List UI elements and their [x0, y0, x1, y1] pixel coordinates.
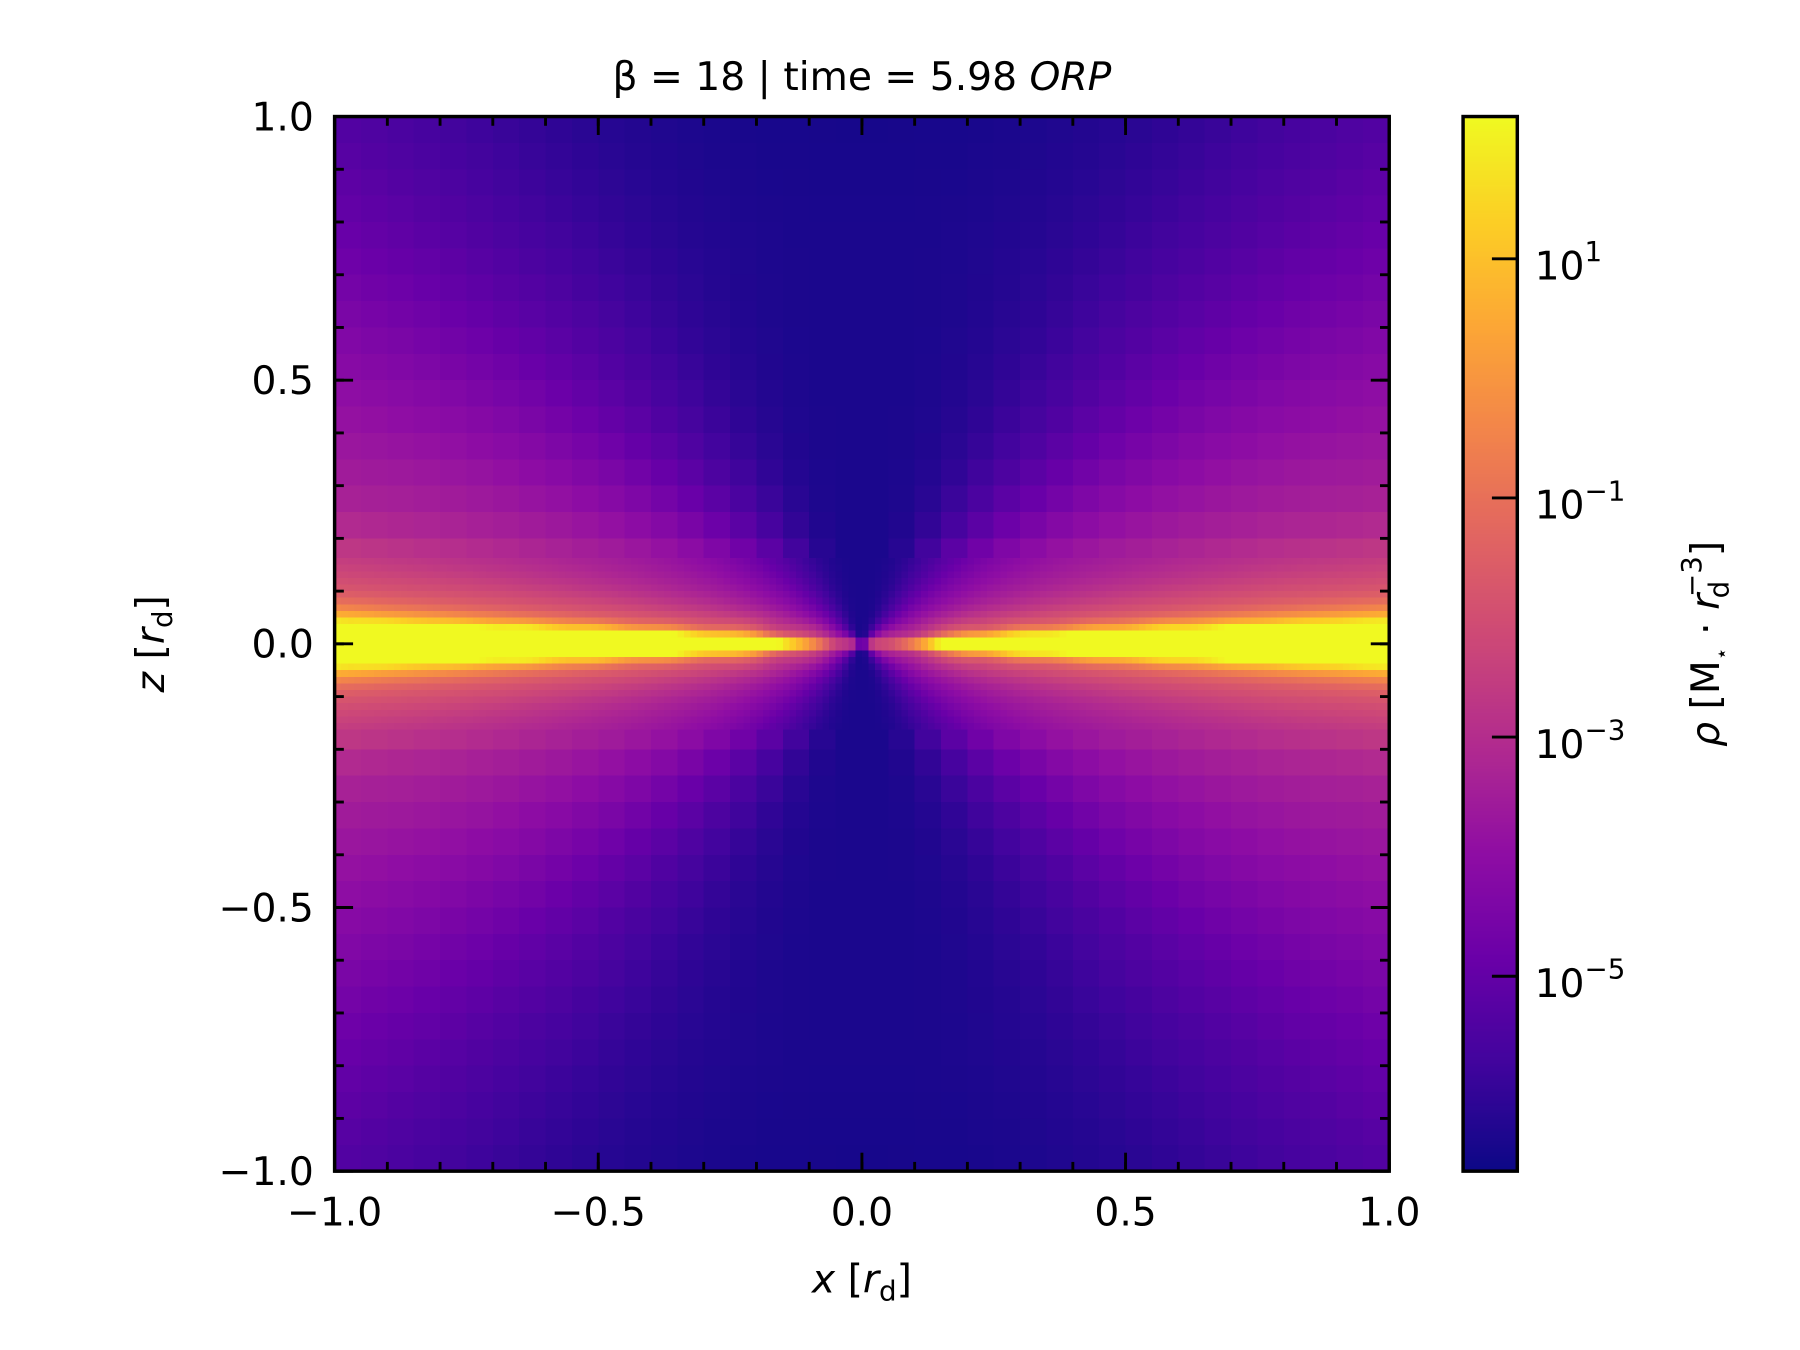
- density-heatmap: [334, 116, 1390, 1172]
- x-tick-label: 0.0: [831, 1190, 893, 1235]
- y-tick-label: 0.0: [251, 623, 313, 668]
- colorbar-gradient: [1463, 116, 1518, 1172]
- colorbar-tick-label: 101: [1535, 235, 1603, 289]
- x-tick-label: −1.0: [287, 1190, 382, 1235]
- colorbar-frame: [1461, 114, 1520, 1173]
- y-tick-label: 1.0: [251, 95, 313, 140]
- x-axis-label: x [rd]: [810, 1257, 912, 1307]
- y-tick-label: 0.5: [251, 359, 313, 404]
- y-axis-label: z [rd]: [129, 595, 179, 693]
- colorbar-tick-label: 10−1: [1535, 474, 1626, 528]
- colorbar-label: ρ [M⋆ · rd−3]: [1675, 541, 1736, 747]
- colorbar-tick-label: 10−3: [1535, 713, 1626, 767]
- x-tick-label: 1.0: [1358, 1190, 1420, 1235]
- x-tick-label: −0.5: [551, 1190, 646, 1235]
- plot-frame: [332, 114, 1391, 1173]
- x-tick-label: 0.5: [1094, 1190, 1156, 1235]
- colorbar-tick-label: 10−5: [1535, 953, 1626, 1007]
- chart-title: β = 18 | time = 5.98 ORP: [612, 55, 1111, 100]
- tick-group: −1.0 −0.5 0.0 0.5 1.0 −1.0 −0.5 0.0 0.5 1.0 101 10−…: [219, 95, 1626, 1235]
- y-tick-label: −1.0: [219, 1150, 314, 1195]
- y-tick-label: −0.5: [219, 886, 314, 931]
